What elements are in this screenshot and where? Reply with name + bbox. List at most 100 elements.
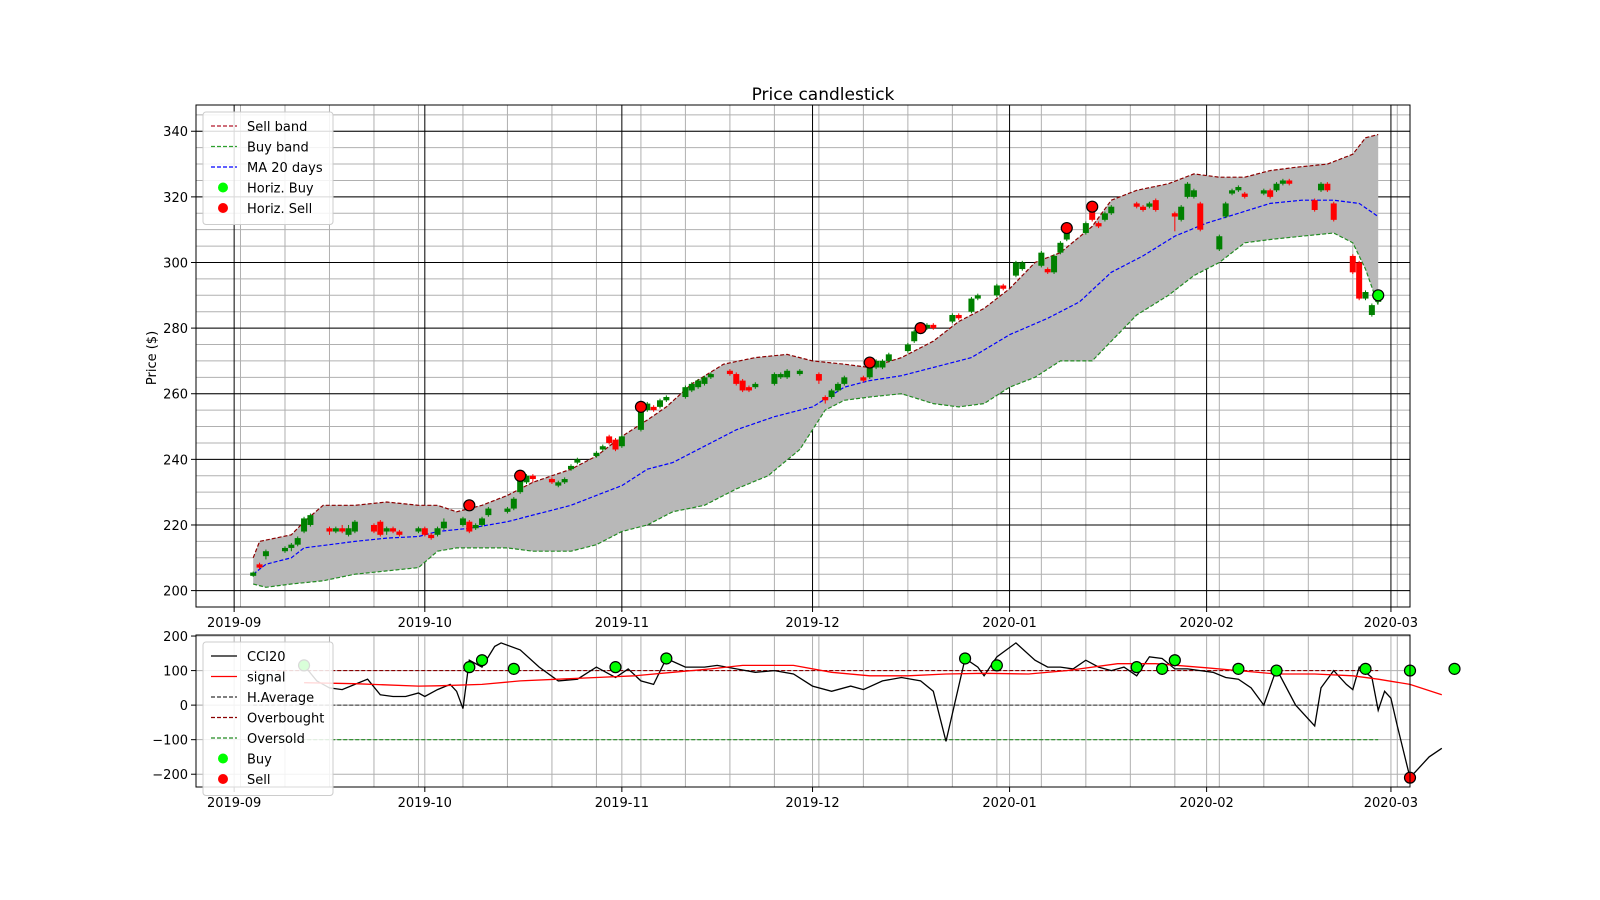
legend-label-buy-band: Buy band — [247, 141, 309, 156]
legend-box — [202, 641, 334, 796]
y-tick-label: 280 — [163, 322, 188, 337]
cci-buy-marker — [1156, 662, 1169, 675]
candle-body — [504, 508, 511, 512]
price-band-area — [253, 134, 1379, 588]
price-axes: 2019-09 2019-10 2019-11 2019-12 2020-01 2020-… — [163, 104, 1418, 631]
candle-body — [1222, 203, 1229, 217]
candle-body — [548, 479, 555, 483]
candle-body — [421, 528, 428, 535]
candle-body — [644, 403, 651, 411]
candle-body — [529, 475, 536, 480]
cci-buy-marker — [507, 662, 520, 675]
candle-body — [606, 436, 613, 443]
candle-body — [281, 547, 288, 552]
candle-body — [256, 564, 263, 568]
plot-frame — [195, 634, 1411, 788]
candle-body — [1229, 190, 1236, 194]
legend-marker-horiz-sell — [218, 203, 228, 213]
price-y-axis-label: Price ($) — [145, 331, 160, 385]
bollinger-band-area — [253, 134, 1379, 588]
cci-buy-marker — [958, 652, 972, 665]
ma-20-line — [252, 199, 1379, 575]
legend-marker-sell — [218, 774, 228, 784]
candle-body — [1190, 190, 1197, 197]
legend-marker-buy — [218, 753, 228, 764]
candle-body — [1171, 213, 1178, 217]
legend-label-horiz-buy: Horiz. Buy — [247, 182, 314, 197]
candle-body — [1368, 305, 1375, 315]
candle-body — [428, 534, 435, 539]
x-tick-label: 2019-11 — [595, 796, 649, 811]
cci-buy-marker — [609, 661, 622, 674]
candle-body — [955, 314, 962, 319]
cci-buy-marker — [1130, 661, 1143, 674]
x-tick-label: 2020-03 — [1364, 796, 1418, 811]
y-tick-label: 100 — [163, 665, 188, 680]
candle-body — [1318, 183, 1325, 191]
candle-body — [574, 459, 581, 463]
candle-body — [745, 387, 752, 391]
cci-buy-marker — [1448, 662, 1461, 675]
horiz-sell-marker — [1086, 200, 1099, 213]
legend-label-sell-band: Sell band — [247, 120, 307, 135]
cci-legend: CCI20 signal H.Average Overbought Oversold Bu… — [202, 641, 334, 796]
candle-body — [1019, 262, 1026, 270]
candle-body — [294, 538, 301, 545]
candle-body — [440, 521, 447, 529]
price-chart-title: Price candlestick — [752, 85, 895, 105]
legend-label-overbought: Overbought — [247, 712, 324, 727]
x-tick-label: 2019-09 — [207, 616, 261, 631]
cci-buy-marker — [660, 652, 673, 665]
candle-body — [1152, 200, 1159, 210]
candle-body — [1184, 183, 1191, 197]
candle-body — [370, 524, 377, 532]
cci-buy-marker — [475, 654, 489, 667]
cci20-line — [303, 642, 1443, 780]
candle-body — [485, 508, 492, 516]
legend-label-oversold: Oversold — [247, 732, 305, 747]
price-candles — [250, 178, 1382, 577]
candle-body — [1324, 183, 1331, 191]
candle-body — [1082, 223, 1089, 233]
y-tick-label: 200 — [163, 630, 188, 645]
candle-body — [561, 479, 568, 483]
candle-body — [784, 370, 791, 378]
candle-body — [1241, 193, 1248, 197]
x-tick-label: 2019-09 — [207, 796, 261, 811]
cci-axes: 2019-09 2019-10 2019-11 2019-12 2020-01 2020-… — [152, 630, 1418, 811]
signal-line — [304, 663, 1443, 696]
candle-body — [1279, 180, 1286, 184]
candle-body — [459, 518, 466, 525]
candle-body — [1267, 190, 1274, 197]
candle-body — [1038, 252, 1045, 266]
candle-body — [612, 439, 619, 450]
candle-body — [1095, 223, 1102, 227]
price-legend: Sell band Buy band MA 20 days Horiz. Buy Hor… — [202, 111, 334, 225]
candle-body — [1063, 232, 1070, 240]
candle-body — [637, 406, 644, 430]
candle-body — [879, 360, 886, 368]
candle-body — [993, 285, 1000, 296]
cci-buy-marker — [1168, 654, 1181, 667]
cci-buy-marker — [1270, 664, 1283, 677]
candle-body — [752, 383, 759, 388]
candle-body — [796, 370, 803, 375]
candle-body — [434, 528, 441, 535]
candle-body — [510, 498, 517, 509]
legend-label-sell: Sell — [247, 773, 270, 788]
candle-body — [707, 374, 714, 378]
cci-buy-marker — [990, 659, 1003, 672]
price-markers — [463, 200, 1385, 512]
candle-body — [682, 387, 689, 398]
candle-body — [1044, 269, 1051, 273]
candle-body — [568, 465, 575, 470]
y-tick-label: −100 — [152, 734, 188, 749]
candle-body — [974, 295, 981, 299]
candle-body — [326, 528, 333, 532]
candle-body — [834, 383, 841, 391]
candle-body — [1012, 262, 1019, 276]
candle-body — [930, 324, 937, 329]
candle-body — [904, 344, 911, 352]
candle-body — [301, 518, 308, 532]
